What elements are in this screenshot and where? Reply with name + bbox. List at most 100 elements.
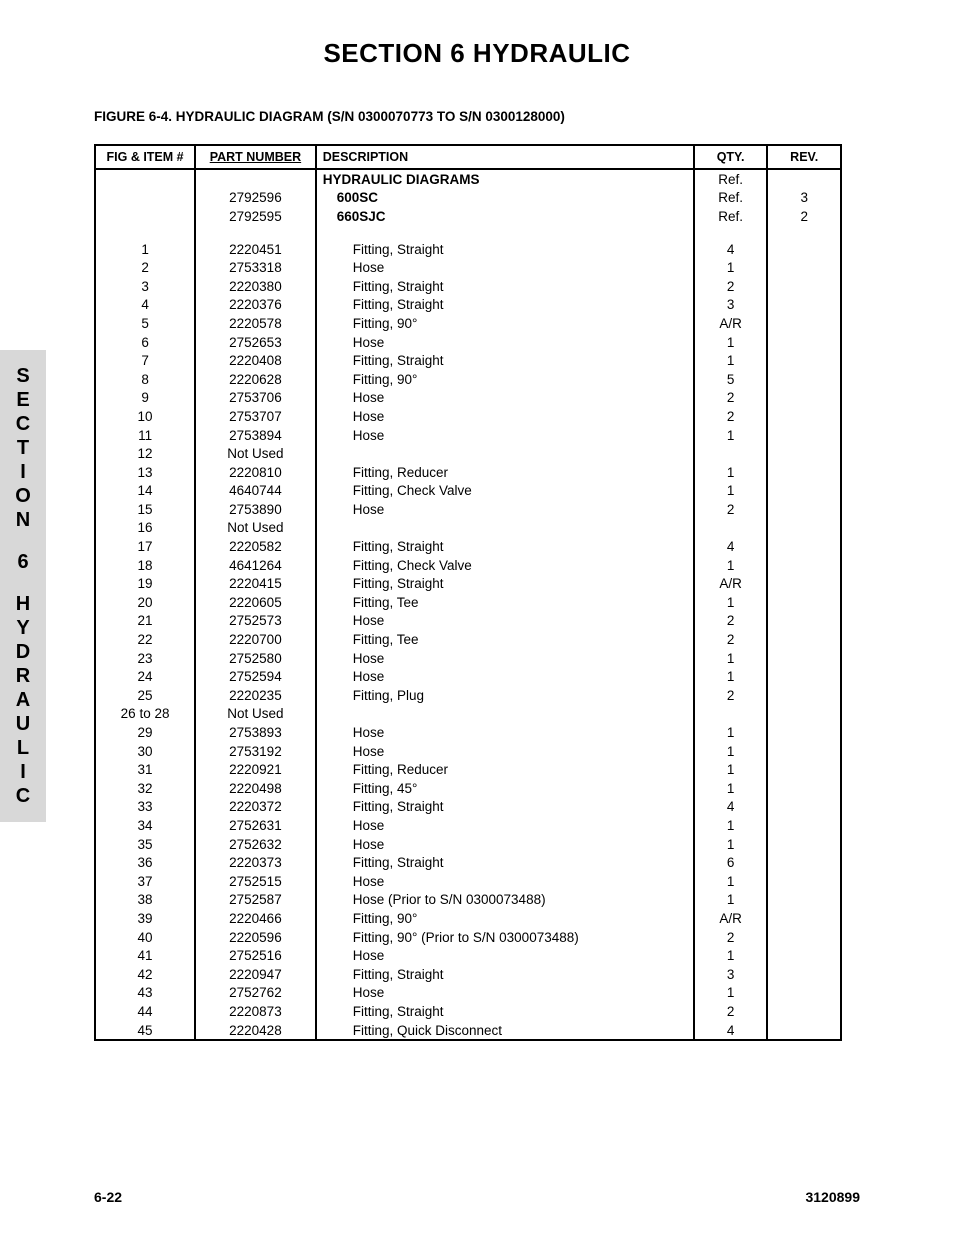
- cell-fig: 3: [95, 277, 195, 296]
- cell-part: 2220947: [195, 965, 316, 984]
- cell-part: 2753894: [195, 426, 316, 445]
- cell-fig: 21: [95, 612, 195, 631]
- cell-desc: Hose (Prior to S/N 0300073488): [316, 891, 694, 910]
- cell-desc: Hose: [316, 500, 694, 519]
- cell-desc-text: [323, 706, 353, 721]
- cell-fig: 2: [95, 258, 195, 277]
- cell-desc: Fitting, 45°: [316, 779, 694, 798]
- cell-part: 2220582: [195, 537, 316, 556]
- cell-rev: [767, 1021, 841, 1041]
- cell-part: 2220373: [195, 853, 316, 872]
- cell-fig: 44: [95, 1002, 195, 1021]
- cell-rev: [767, 853, 841, 872]
- cell-fig: 40: [95, 928, 195, 947]
- cell-fig: 4: [95, 296, 195, 315]
- cell-fig: 34: [95, 816, 195, 835]
- cell-fig: 42: [95, 965, 195, 984]
- cell-desc: [316, 444, 694, 463]
- cell-rev: 2: [767, 207, 841, 226]
- table-row: 362220373 Fitting, Straight 6: [95, 853, 841, 872]
- cell-part: 2220451: [195, 240, 316, 259]
- table-row: 22753318Hose1: [95, 258, 841, 277]
- cell-qty: 1: [694, 742, 768, 761]
- cell-qty: 1: [694, 333, 768, 352]
- cell-desc-text: Hose: [323, 818, 385, 833]
- side-tab-letter: T: [0, 436, 46, 460]
- cell-rev: [767, 649, 841, 668]
- cell-qty: 1: [694, 426, 768, 445]
- table-row: HYDRAULIC DIAGRAMSRef.: [95, 169, 841, 189]
- side-tab-letter: S: [0, 364, 46, 388]
- cell-desc: Fitting, 90° (Prior to S/N 0300073488): [316, 928, 694, 947]
- cell-rev: [767, 816, 841, 835]
- cell-rev: [767, 574, 841, 593]
- table-row: 184641264Fitting, Check Valve1: [95, 556, 841, 575]
- cell-fig: 10: [95, 407, 195, 426]
- cell-rev: [767, 779, 841, 798]
- cell-desc-text: Fitting, Straight: [323, 242, 444, 257]
- cell-fig: 16: [95, 519, 195, 538]
- cell-part: 2752573: [195, 612, 316, 631]
- side-tab: SECTION6HYDRAULIC: [0, 350, 46, 822]
- cell-part: 2220498: [195, 779, 316, 798]
- side-tab-letter: U: [0, 712, 46, 736]
- table-row: 32220380Fitting, Straight2: [95, 277, 841, 296]
- cell-qty: 3: [694, 296, 768, 315]
- cell-qty: 2: [694, 928, 768, 947]
- table-row: 26 to 28Not Used: [95, 705, 841, 724]
- cell-desc-text: Fitting, Reducer: [323, 762, 448, 777]
- cell-fig: 32: [95, 779, 195, 798]
- cell-rev: [767, 444, 841, 463]
- cell-qty: 1: [694, 351, 768, 370]
- side-tab-letter: O: [0, 484, 46, 508]
- col-header-part: PART NUMBER: [195, 145, 316, 169]
- cell-fig: 31: [95, 760, 195, 779]
- cell-desc-text: Hose: [323, 669, 385, 684]
- cell-desc-text: Hose: [323, 409, 385, 424]
- cell-desc-text: Fitting, Check Valve: [323, 483, 472, 498]
- cell-desc: Hose: [316, 389, 694, 408]
- cell-rev: [767, 965, 841, 984]
- cell-desc-text: Fitting, Tee: [323, 595, 419, 610]
- cell-part: 2220921: [195, 760, 316, 779]
- cell-qty: [694, 444, 768, 463]
- cell-desc: Fitting, Straight: [316, 537, 694, 556]
- table-row: 192220415Fitting, StraightA/R: [95, 574, 841, 593]
- col-header-desc: DESCRIPTION: [316, 145, 694, 169]
- cell-part: 2752653: [195, 333, 316, 352]
- cell-qty: 4: [694, 537, 768, 556]
- cell-qty: 6: [694, 853, 768, 872]
- cell-fig: 13: [95, 463, 195, 482]
- page: SECTION 6 HYDRAULIC FIGURE 6-4. HYDRAULI…: [0, 0, 954, 1235]
- cell-desc-text: Fitting, Straight: [323, 855, 444, 870]
- col-header-rev: REV.: [767, 145, 841, 169]
- cell-qty: 1: [694, 593, 768, 612]
- cell-desc-text: Fitting, Straight: [323, 279, 444, 294]
- cell-desc-text: Fitting, Tee: [323, 632, 419, 647]
- cell-qty: 1: [694, 556, 768, 575]
- cell-fig: 33: [95, 798, 195, 817]
- cell-desc: Fitting, 90°: [316, 909, 694, 928]
- table-row: 12Not Used: [95, 444, 841, 463]
- cell-rev: [767, 891, 841, 910]
- table-row: 292753893Hose1: [95, 723, 841, 742]
- cell-qty: 4: [694, 798, 768, 817]
- cell-fig: 25: [95, 686, 195, 705]
- cell-part: 2752631: [195, 816, 316, 835]
- cell-rev: [767, 630, 841, 649]
- side-tab-letter: I: [0, 460, 46, 484]
- cell-part: 4640744: [195, 482, 316, 501]
- table-row: 312220921Fitting, Reducer1: [95, 760, 841, 779]
- cell-desc: Fitting, Tee: [316, 630, 694, 649]
- cell-qty: 3: [694, 965, 768, 984]
- cell-desc: Hose: [316, 407, 694, 426]
- cell-qty: 5: [694, 370, 768, 389]
- cell-qty: 2: [694, 407, 768, 426]
- cell-desc: Hose: [316, 835, 694, 854]
- cell-fig: 36: [95, 853, 195, 872]
- cell-fig: 9: [95, 389, 195, 408]
- cell-part: 2220873: [195, 1002, 316, 1021]
- cell-part: 2792595: [195, 207, 316, 226]
- cell-rev: [767, 1002, 841, 1021]
- cell-desc: Fitting, Straight: [316, 798, 694, 817]
